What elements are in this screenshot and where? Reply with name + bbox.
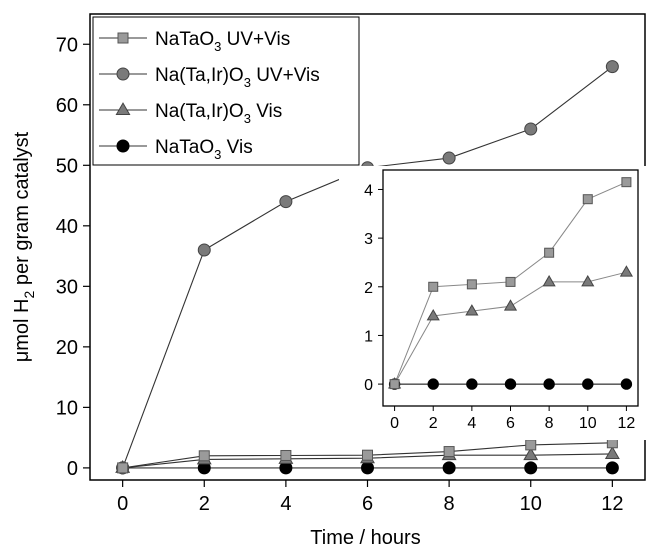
- inset-data-point-s1: [389, 379, 400, 390]
- data-point-s4: [442, 461, 456, 475]
- inset-data-point-s4: [543, 378, 555, 390]
- inset-data-point-s4: [582, 378, 594, 390]
- data-point-s2: [524, 122, 538, 136]
- x-tick-label: 2: [199, 493, 210, 515]
- y-tick-label: 50: [56, 155, 78, 177]
- data-point-s1: [362, 449, 373, 461]
- data-point-s2: [197, 243, 211, 257]
- y-tick-label: 0: [67, 458, 78, 480]
- y-tick-label: 60: [56, 95, 78, 117]
- inset-data-point-s3: [465, 304, 479, 316]
- inset-data-point-s3: [619, 265, 633, 277]
- x-axis-label: Time / hours: [310, 527, 420, 549]
- inset-data-point-s1: [505, 276, 516, 287]
- y-tick-label: 20: [56, 337, 78, 359]
- inset-x-tick-label: 12: [618, 415, 636, 432]
- x-tick-label: 8: [444, 493, 455, 515]
- inset-x-tick-label: 6: [506, 415, 515, 432]
- data-point-s2: [442, 151, 456, 165]
- data-point-s2: [605, 60, 619, 74]
- inset-data-point-s4: [427, 378, 439, 390]
- legend-label-s4: NaTaO3 Vis: [155, 137, 253, 162]
- inset-y-tick-label: 0: [364, 377, 373, 394]
- x-tick-label: 4: [280, 493, 291, 515]
- inset-x-tick-label: 8: [545, 415, 554, 432]
- inset-data-point-s1: [582, 194, 593, 205]
- inset-data-point-s4: [466, 378, 478, 390]
- legend-marker-s1: [117, 32, 129, 44]
- data-point-s2: [279, 195, 293, 209]
- inset-data-point-s4: [504, 378, 517, 390]
- y-tick-label: 10: [56, 397, 78, 419]
- x-tick-label: 0: [117, 493, 128, 515]
- legend-label-s3: Na(Ta,Ir)O3 Vis: [155, 101, 282, 126]
- inset-data-point-s3: [581, 274, 595, 287]
- data-point-s4: [361, 461, 374, 475]
- legend-marker-s3: [115, 102, 131, 115]
- inset-data-point-s4: [620, 378, 633, 390]
- data-point-s1: [280, 449, 292, 461]
- inset-data-point-s1: [621, 177, 632, 188]
- inset-background: [339, 166, 646, 440]
- inset-x-tick-label: 0: [390, 415, 399, 432]
- y-tick-label: 40: [56, 216, 78, 238]
- inset-x-tick-label: 10: [579, 415, 597, 432]
- x-tick-label: 6: [362, 493, 373, 515]
- x-tick-label: 10: [520, 493, 542, 515]
- inset-data-point-s1: [466, 279, 477, 290]
- legend-marker-s4: [116, 139, 130, 153]
- data-point-s4: [524, 461, 538, 475]
- data-point-s1: [443, 446, 455, 458]
- y-axis-label: μmol H2 per gram catalyst: [11, 131, 37, 362]
- legend-box: [92, 16, 360, 166]
- legend-label-s2: Na(Ta,Ir)O3 UV+Vis: [155, 65, 320, 90]
- data-point-s3: [523, 447, 539, 461]
- data-point-s4: [605, 461, 619, 475]
- y-tick-label: 70: [56, 34, 78, 56]
- legend-marker-s2: [116, 67, 130, 81]
- inset-y-tick-label: 2: [364, 280, 373, 297]
- legend: NaTaO3 UV+Vis Na(Ta,Ir)O3 UV+Vis Na(Ta,Ir)…: [92, 16, 360, 166]
- y-tick-label: 30: [56, 276, 78, 298]
- data-point-s3: [604, 446, 620, 459]
- inset-x-tick-label: 2: [429, 415, 438, 432]
- data-point-s1: [117, 462, 129, 474]
- x-tick-label: 12: [601, 493, 623, 515]
- series-layer: [115, 60, 620, 475]
- inset-y-tick-label: 1: [364, 328, 373, 345]
- inset-data-point-s3: [426, 309, 440, 321]
- inset-y-tick-label: 4: [364, 182, 373, 199]
- legend-label-s1: NaTaO3 UV+Vis: [155, 29, 290, 54]
- inset-data-point-s1: [428, 281, 439, 292]
- data-point-s1: [525, 439, 537, 451]
- inset-y-tick-label: 3: [364, 231, 373, 248]
- inset-data-point-s1: [544, 247, 555, 258]
- inset-data-point-s3: [542, 274, 556, 287]
- data-point-s1: [198, 450, 210, 462]
- inset-data-point-s3: [503, 299, 518, 311]
- inset-x-tick-label: 4: [467, 415, 476, 432]
